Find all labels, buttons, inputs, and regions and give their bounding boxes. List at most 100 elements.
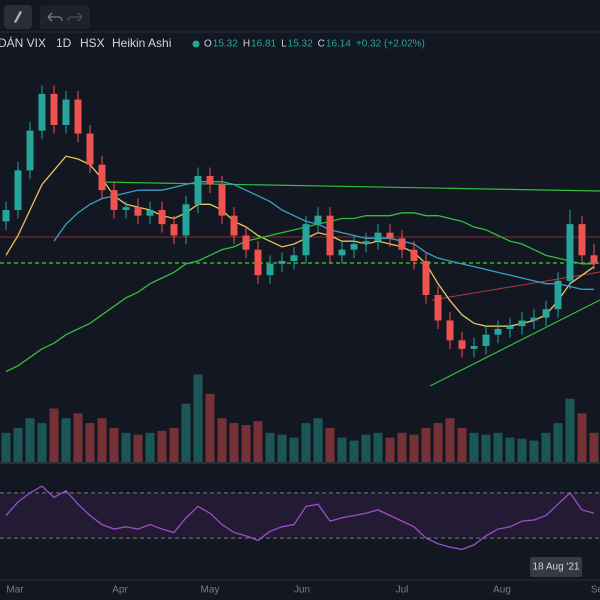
candle-body [98,164,106,191]
volume-bar [109,427,119,462]
candle-body [326,215,334,256]
volume-bar [265,432,275,462]
volume-bar [169,427,179,462]
volume-bar [133,434,143,462]
candle-body [398,238,406,250]
volume-bar [481,434,491,462]
volume-bar [73,413,83,462]
header: DÁN VIX 1D HSX Heikin Ashi O 15.32 H 16.81 L… [0,35,425,50]
volume-bar [85,423,95,462]
exchange: HSX [80,36,105,50]
moving-average [5,212,594,373]
candle-body [122,207,130,210]
volume-bar [121,432,131,462]
volume-bar [253,421,263,462]
candle-body [362,241,370,244]
candle-body [554,280,562,310]
time-label: 18 Aug '21 [533,562,580,573]
ohlc-value: 16.14 [326,39,351,50]
candle-body [26,130,34,171]
candle-body [446,320,454,341]
volume-bar [313,418,323,462]
candle-body [170,224,178,236]
volume-bar [361,434,371,462]
volume-pane [1,374,599,462]
volume-bar [505,437,515,462]
candle-body [134,207,142,216]
volume-bar [421,427,431,462]
candle-body [206,176,214,185]
candle-body [470,346,478,349]
volume-bar [577,413,587,462]
status-dot [192,40,200,48]
volume-bar [565,398,575,462]
ohlc-label: L [281,39,287,50]
volume-bar [385,437,395,462]
time-label: Jul [396,585,409,596]
volume-bar [553,423,563,462]
candle-body [194,176,202,205]
volume-bar [13,427,23,462]
volume-bar [337,437,347,462]
volume-bar [205,393,215,462]
volume-bar [373,432,383,462]
candle-body [50,93,58,125]
candle-body [578,224,586,256]
trend-line [429,299,600,387]
candle-body [110,190,118,210]
volume-bar [409,434,419,462]
candle-body [590,255,598,264]
candle-body [494,329,502,335]
candle-body [86,133,94,165]
volume-bar [217,418,227,462]
candle-body [506,326,514,329]
volume-bar [445,418,455,462]
redo-icon[interactable] [67,12,83,22]
undo-icon[interactable] [47,12,63,22]
brush-icon [14,11,22,23]
volume-bar [145,432,155,462]
volume-bar [61,418,71,462]
volume-bar [433,423,443,462]
candle-body [158,210,166,225]
crosshair-date-box [530,557,582,577]
volume-bar [229,423,239,462]
volume-bar [541,432,551,462]
volume-bar [529,440,539,462]
volume-bar [25,418,35,462]
candle-body [338,249,346,256]
volume-bar [469,432,479,462]
trend-line [99,181,600,192]
volume-bar [277,434,287,462]
volume-bar [97,418,107,462]
candle-body [74,99,82,134]
candle-body [290,255,298,261]
change: +0.32 (+2.02%) [356,39,425,50]
time-axis [0,580,600,600]
volume-bar [289,437,299,462]
candle-body [182,204,190,236]
volume-bar [517,438,527,462]
volume-bar [325,427,335,462]
candle-body [530,317,538,321]
interval: 1D [56,36,72,50]
volume-bar [349,440,359,462]
toolbar [0,0,600,32]
symbol: DÁN VIX [0,35,46,50]
candle-body [62,99,70,125]
ohlc-value: 15.32 [213,39,238,50]
candle-body [422,261,430,295]
candle-body [434,295,442,321]
candle-body [314,215,322,225]
candle-body [2,210,10,222]
candle-body [278,261,286,264]
volume-bar [301,423,311,462]
volume-bar [397,432,407,462]
candle-body [566,224,574,281]
candle-body [518,320,526,327]
time-label: Jun [294,585,310,596]
time-label: Se [591,585,600,596]
candle-body [218,184,226,216]
ohlc-label: H [243,39,250,50]
